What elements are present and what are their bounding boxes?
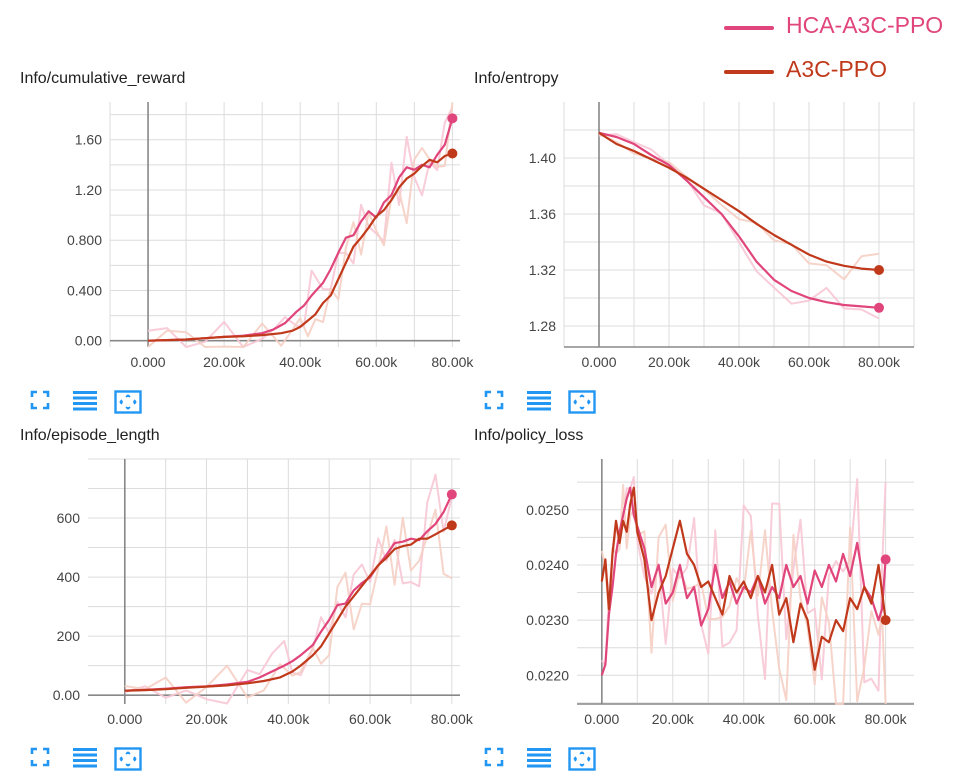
x-tick-label: 80.00k [865,711,908,727]
x-tick-label: 0.000 [131,354,166,370]
series-end-point-hca [447,113,458,124]
chart-svg: 0.00 200 400 600 0.000 20.00k 40.00k 60.00k 80.0… [53,458,474,727]
series-end-point-a3c [874,265,884,275]
x-tick-label: 40.00k [718,354,761,370]
legend-item-hca: HCA-A3C-PPO [720,8,970,52]
y-tick-label: 0.00 [75,333,102,349]
x-tick-label: 40.00k [267,711,310,727]
legend-label-a3c: A3C-PPO [786,56,887,82]
expand-icon[interactable] [484,390,510,414]
series-end-point-a3c [446,520,457,531]
fit-domain-icon[interactable] [568,747,596,771]
x-tick-label: 40.00k [723,711,766,727]
x-tick-label: 20.00k [652,711,695,727]
chart-panel-cumulative-reward: Info/cumulative_reward 0.00 0.400 0.800 1.2… [20,70,474,414]
legend: HCA-A3C-PPO A3C-PPO [720,8,970,96]
series-raw-line [600,483,887,705]
x-tick-label: 20.00k [186,711,229,727]
chart-svg: 0.0220 0.0230 0.0240 0.0250 0.000 20.00k 40.00… [526,459,914,727]
series-end-point-hca [446,489,457,500]
x-tick-label: 60.00k [355,354,398,370]
x-tick-label: 0.000 [584,711,619,727]
expand-icon[interactable] [30,390,56,414]
legend-label-hca: HCA-A3C-PPO [786,12,944,38]
fit-domain-icon[interactable] [568,390,596,414]
y-tick-label: 600 [57,510,81,526]
x-tick-label: 80.00k [858,354,901,370]
series-line-a3c [600,486,887,671]
series-raw-line [124,508,453,704]
y-tick-label: 1.60 [75,132,102,148]
y-tick-label: 0.0230 [526,612,569,628]
x-tick-label: 80.00k [431,711,474,727]
y-tick-label: 0.0240 [526,557,569,573]
list-lines-icon[interactable] [72,747,98,771]
x-tick-label: 80.00k [431,354,474,370]
fit-domain-icon[interactable] [114,390,142,414]
x-tick-label: 0.000 [107,711,142,727]
chart-svg: 0.00 0.400 0.800 1.20 1.60 0.000 20.00k 40.00k 6… [67,102,474,370]
y-tick-label: 1.40 [529,150,556,166]
series-end-point-hca [874,302,884,313]
x-tick-label: 0.000 [581,354,616,370]
y-tick-label: 1.20 [75,182,102,198]
legend-swatch-a3c [724,70,774,74]
y-tick-label: 200 [57,628,81,644]
list-lines-icon[interactable] [526,390,552,414]
chart-panel-entropy: Info/entropy 1.28 1.32 1.36 1.40 0.000 20.00k… [474,70,924,414]
x-tick-label: 20.00k [203,354,246,370]
expand-icon[interactable] [484,747,510,771]
y-tick-label: 1.32 [529,262,556,278]
fit-domain-icon[interactable] [114,747,142,771]
list-lines-icon[interactable] [72,390,98,414]
expand-icon[interactable] [30,747,56,771]
grid [88,458,460,704]
y-tick-label: 1.28 [529,318,556,334]
list-lines-icon[interactable] [526,747,552,771]
series-raw-line [147,106,454,348]
series-line-a3c [598,131,880,272]
y-tick-label: 0.400 [67,282,102,298]
chart-svg: 1.28 1.32 1.36 1.40 0.000 20.00k 40.00k 60.00k 8… [529,102,915,370]
chart-title: Info/cumulative_reward [20,70,186,87]
y-tick-label: 0.00 [53,687,80,703]
x-tick-label: 60.00k [794,711,837,727]
series-end-point-hca [880,554,891,565]
series-end-point-a3c [447,148,458,159]
series-line-a3c [147,152,453,342]
x-tick-label: 60.00k [788,354,831,370]
legend-item-a3c: A3C-PPO [720,52,970,96]
x-tick-label: 40.00k [279,354,322,370]
series-line-a3c [124,524,453,692]
y-tick-label: 0.0250 [526,502,569,518]
series-line-hca [598,131,880,309]
y-tick-label: 0.0220 [526,667,569,683]
chart-panel-episode-length: Info/episode_length 0.00 200 400 600 0.000 20… [20,427,474,771]
y-tick-label: 1.36 [529,206,556,222]
chart-panel-policy-loss: Info/policy_loss 0.0220 0.0230 0.0240 0.025… [474,427,924,771]
y-tick-label: 0.800 [67,232,102,248]
series-end-point-a3c [880,615,891,626]
x-tick-label: 60.00k [349,711,392,727]
chart-title: Info/episode_length [20,427,160,444]
chart-title: Info/entropy [474,70,559,87]
legend-swatch-hca [724,26,774,30]
y-tick-label: 400 [57,569,81,585]
x-tick-label: 20.00k [648,354,691,370]
chart-title: Info/policy_loss [474,427,584,444]
series-raw-line [598,133,880,320]
